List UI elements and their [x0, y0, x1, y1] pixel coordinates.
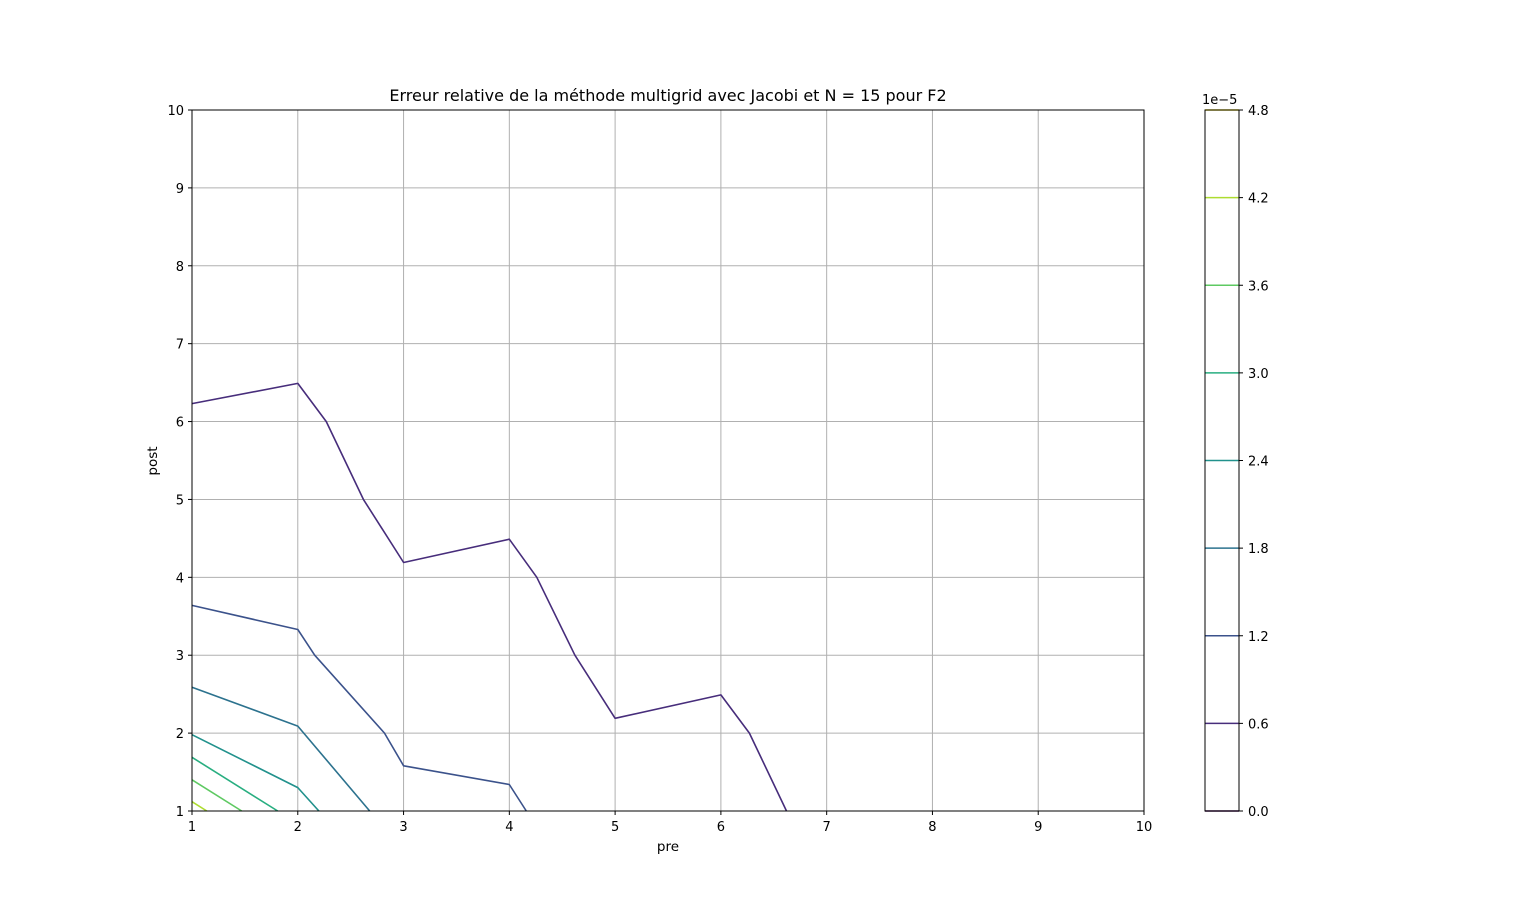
y-tick-label: 4 [176, 571, 184, 586]
colorbar-tick-label: 4.8 [1248, 104, 1269, 119]
colorbar: 0.0 0.6 1.2 1.8 2.4 3.0 3.6 4.2 4.8 [1204, 104, 1269, 820]
y-tick-label: 8 [176, 260, 184, 275]
colorbar-offset-text: 1e−5 [1202, 93, 1237, 108]
y-tick-label: 7 [176, 338, 184, 353]
x-tick-label: 7 [823, 820, 831, 835]
chart-title: Erreur relative de la méthode multigrid … [389, 86, 946, 105]
contour-lines [191, 382, 788, 812]
colorbar-tick-label: 1.8 [1248, 542, 1269, 557]
contour-line [191, 382, 788, 812]
x-tick-label: 2 [294, 820, 302, 835]
colorbar-tick-label: 3.6 [1248, 279, 1269, 294]
y-axis-label: post [145, 446, 161, 475]
colorbar-tick-label: 0.0 [1248, 805, 1269, 820]
y-tick-label: 1 [176, 805, 184, 820]
x-tick-label: 5 [611, 820, 619, 835]
contour-line [191, 604, 527, 812]
colorbar-tick-label: 1.2 [1248, 630, 1269, 645]
x-axis: 1 2 3 4 5 6 7 8 9 10 [188, 811, 1152, 835]
colorbar-tick-label: 0.6 [1248, 717, 1269, 732]
y-tick-label: 10 [167, 104, 184, 119]
y-tick-label: 9 [176, 182, 184, 197]
contour-line [191, 779, 243, 812]
colorbar-tick-label: 3.0 [1248, 367, 1269, 382]
colorbar-tick-label: 2.4 [1248, 455, 1269, 470]
y-tick-label: 2 [176, 727, 184, 742]
x-axis-label: pre [657, 839, 679, 855]
y-axis: 1 2 3 4 5 6 7 8 9 10 [167, 104, 192, 820]
contour-line [191, 756, 279, 812]
contour-line [191, 686, 371, 812]
colorbar-tick-label: 4.2 [1248, 192, 1269, 207]
x-tick-label: 3 [399, 820, 407, 835]
x-tick-label: 10 [1136, 820, 1153, 835]
colorbar-frame [1204, 109, 1240, 812]
y-tick-label: 5 [176, 493, 184, 508]
y-tick-label: 6 [176, 416, 184, 431]
y-tick-label: 3 [176, 649, 184, 664]
contour-line [191, 733, 320, 812]
x-tick-label: 9 [1034, 820, 1042, 835]
x-tick-label: 1 [188, 820, 196, 835]
x-tick-label: 6 [717, 820, 725, 835]
x-tick-label: 4 [505, 820, 513, 835]
contour-line [191, 801, 208, 812]
x-tick-label: 8 [928, 820, 936, 835]
plot-frame [191, 109, 1145, 812]
